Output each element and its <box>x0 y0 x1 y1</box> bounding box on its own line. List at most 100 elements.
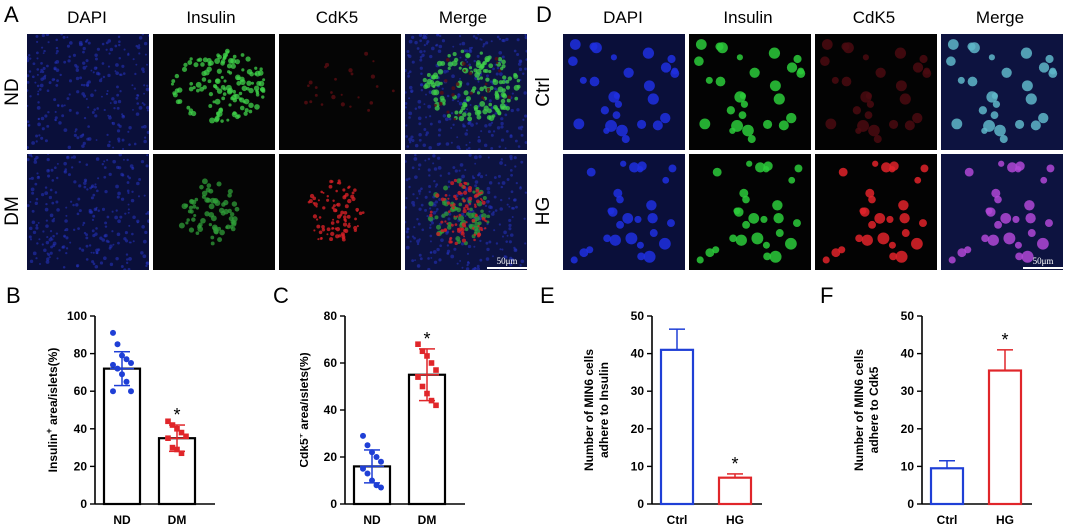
data-point <box>178 450 185 457</box>
data-point <box>378 458 384 465</box>
panel-label-f: F <box>820 283 834 308</box>
panel-label-a: A <box>4 2 19 27</box>
data-point <box>169 444 176 451</box>
chart-c-cdk5-area: 0 20 40 60 80 Cdk5+ area/islets(%) ND DM * <box>300 309 465 527</box>
y-tick-label: 40 <box>74 422 88 436</box>
y-tick-label: 0 <box>907 497 914 511</box>
panel-label-d: D <box>536 2 552 27</box>
micrograph-d-hg-merge <box>941 154 1063 270</box>
panel-d-row-ctrl: Ctrl <box>533 77 554 107</box>
significance-star: * <box>173 405 180 425</box>
data-point <box>369 449 375 456</box>
chart-f-cells-cdk5: 0 10 20 30 40 50 Number of MIN6 cellsadhere to… <box>852 309 1032 527</box>
data-point <box>119 352 125 359</box>
data-point <box>415 341 421 347</box>
x-tick-label: HG <box>996 513 1014 527</box>
x-tick-label: DM <box>168 513 187 527</box>
significance-star: * <box>1001 330 1008 350</box>
data-point <box>178 429 185 436</box>
micrograph-d-ctrl-insulin <box>689 34 811 150</box>
panel-d-header-merge: Merge <box>975 8 1025 27</box>
chart-e-cells-insulin: 0 10 20 30 40 50 Number of MIN6 cellsadhere to… <box>582 309 762 527</box>
data-point <box>110 361 116 368</box>
micrograph-d-ctrl-cdk5 <box>815 34 937 150</box>
y-tick-label: 30 <box>631 384 645 398</box>
y-axis-label: Cdk5+ area/islets(%) <box>300 352 311 467</box>
data-point <box>424 390 430 397</box>
data-point <box>364 442 371 449</box>
y-tick-label: 10 <box>631 459 645 473</box>
data-point <box>174 446 180 453</box>
data-point <box>114 365 121 372</box>
micrograph-d-hg-dapi <box>563 154 685 270</box>
data-point <box>433 367 439 373</box>
y-tick-label: 0 <box>80 497 87 511</box>
data-point <box>119 371 125 378</box>
data-point <box>419 383 426 390</box>
y-tick-label: 80 <box>324 309 338 323</box>
y-tick-label: 0 <box>330 497 337 511</box>
panel-a-row-nd: ND <box>2 78 23 106</box>
data-point <box>360 432 366 439</box>
y-axis-label: Insulin+ area/islets(%) <box>44 348 60 473</box>
data-point <box>364 470 371 477</box>
panel-label-c: C <box>273 283 289 308</box>
y-tick-label: 30 <box>901 384 915 398</box>
panel-d-scale-line <box>1023 267 1063 269</box>
panel-d-header-dapi: DAPI <box>603 8 643 27</box>
micrograph-d-ctrl-merge <box>941 34 1063 150</box>
panel-a-header-cdk5: CdK5 <box>315 8 359 27</box>
bar-nd <box>102 367 142 506</box>
panel-label-e: E <box>540 283 555 308</box>
y-tick-label: 100 <box>67 309 87 323</box>
bar-hg <box>717 476 753 506</box>
panel-a-row-dm: DM <box>2 196 23 226</box>
panel-a-header-merge: Merge <box>438 8 488 27</box>
data-point <box>415 374 421 380</box>
y-tick-label: 20 <box>324 450 338 464</box>
data-point <box>428 360 435 366</box>
data-point <box>128 360 134 366</box>
panel-a-header-dapi: DAPI <box>67 8 107 27</box>
micrograph-a-nd-cdk5 <box>279 34 401 150</box>
data-point <box>360 465 366 472</box>
data-point <box>123 356 130 363</box>
x-tick-label: ND <box>363 513 381 527</box>
y-axis-label: Number of MIN6 cellsadhere to Insulin <box>582 349 611 471</box>
panel-a-header-insulin: Insulin <box>186 8 236 27</box>
data-point <box>110 388 116 395</box>
panel-a-scale-label: 50μm <box>496 256 518 266</box>
panel-d-header-cdk5: CdK5 <box>852 8 896 27</box>
micrograph-a-dm-dapi <box>27 154 149 270</box>
panel-d-scale-label: 50μm <box>1032 256 1054 266</box>
bar-hg <box>987 369 1023 506</box>
micrograph-a-nd-merge <box>405 34 527 150</box>
data-point <box>373 454 380 460</box>
chart-b-insulin-area: 0 20 40 60 80 100 Insulin+ area/islets(%) ND DM * <box>44 309 215 527</box>
significance-star: * <box>731 454 738 474</box>
bar-ctrl <box>929 467 965 506</box>
data-point <box>128 388 134 395</box>
micrograph-a-dm-insulin <box>153 154 275 270</box>
panel-d-scale-bar: 50μm <box>1023 256 1063 269</box>
data-point <box>165 435 171 441</box>
x-tick-label: HG <box>726 513 744 527</box>
significance-star: * <box>423 329 430 349</box>
y-tick-label: 60 <box>74 384 88 398</box>
micrograph-a-nd-insulin <box>153 34 275 150</box>
micrograph-d-hg-insulin <box>689 154 811 270</box>
y-tick-label: 20 <box>901 422 915 436</box>
y-tick-label: 20 <box>74 459 88 473</box>
y-tick-label: 10 <box>901 459 915 473</box>
y-tick-label: 60 <box>324 356 338 370</box>
data-point <box>419 348 426 355</box>
data-point <box>123 378 130 385</box>
panel-d-micrograph-grid <box>563 34 1063 270</box>
y-tick-label: 50 <box>901 309 915 323</box>
data-point <box>169 422 176 428</box>
data-point <box>428 397 435 404</box>
data-point <box>110 329 116 336</box>
panel-label-b: B <box>6 283 21 308</box>
y-tick-label: 0 <box>637 497 644 511</box>
y-tick-label: 40 <box>631 347 645 361</box>
